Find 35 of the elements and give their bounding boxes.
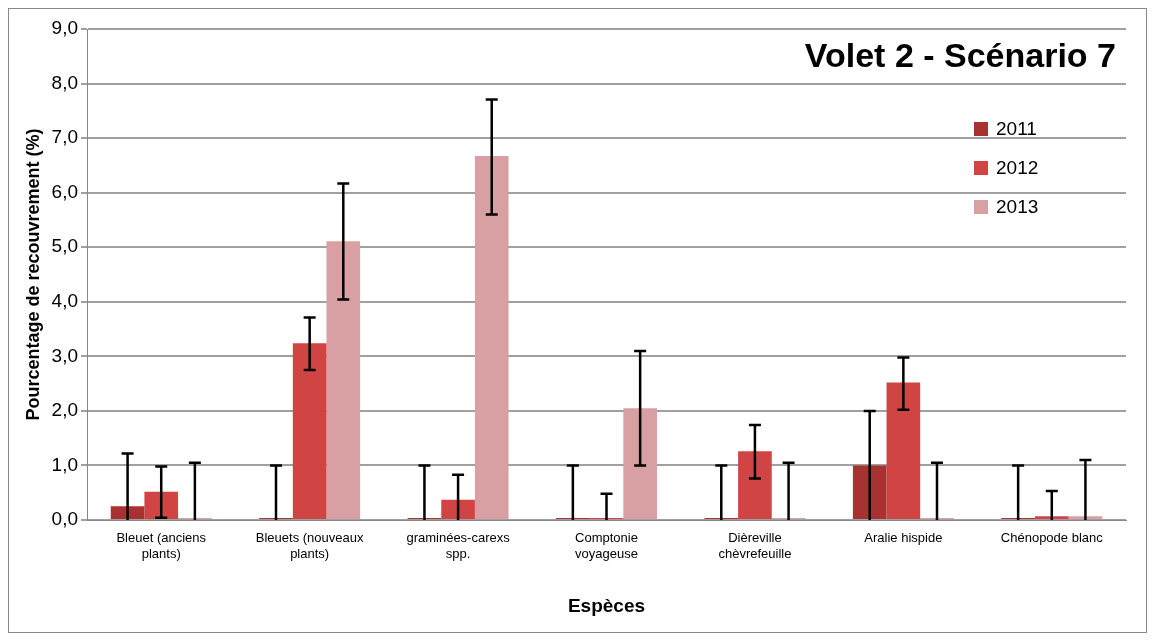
bar (1068, 516, 1103, 519)
legend-label: 2012 (996, 156, 1039, 180)
y-tick-label: 2,0 (51, 399, 79, 421)
y-tick-label: 4,0 (51, 290, 79, 312)
x-tick-label: Comptonie voyageuse (575, 530, 638, 561)
y-tick-label: 6,0 (51, 180, 79, 202)
x-axis-title: Espèces (567, 594, 646, 616)
bar (1034, 516, 1069, 519)
y-tick-label: 5,0 (51, 235, 79, 257)
x-tick-label: Bleuets (nouveaux plants) (255, 530, 364, 561)
bar (144, 491, 179, 519)
y-tick-label: 7,0 (51, 126, 79, 148)
bar (110, 506, 145, 519)
bar (623, 408, 657, 519)
legend-label: 2013 (996, 195, 1039, 219)
y-tick-label: 3,0 (51, 344, 79, 366)
x-tick-label: graminées-carexs spp. (406, 530, 511, 561)
bar (326, 241, 361, 519)
y-tick-label: 1,0 (51, 453, 79, 475)
x-tick-label: Chénopode blanc (1000, 530, 1104, 546)
bar (474, 156, 509, 519)
bar (852, 465, 887, 519)
bar (738, 451, 772, 519)
x-tick-label: Dièreville chèvrefeuille (718, 530, 792, 561)
y-tick-label: 9,0 (51, 17, 79, 39)
y-tick-label: 0,0 (51, 508, 79, 530)
bar (886, 382, 921, 519)
y-axis-title: Pourcentage de recouvrement (%) (22, 128, 43, 421)
legend-label: 2011 (996, 117, 1037, 141)
x-tick-label: Aralie hispide (864, 530, 943, 546)
y-tick-label: 8,0 (51, 71, 79, 93)
bar (292, 343, 327, 519)
chart-title: Volet 2 - Scénario 7 (804, 36, 1116, 75)
x-tick-label: Bleuet (anciens plants) (116, 530, 207, 561)
bar (441, 499, 475, 519)
